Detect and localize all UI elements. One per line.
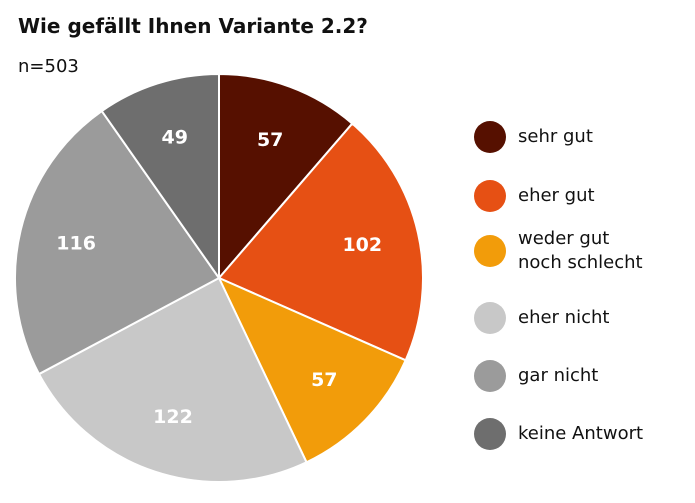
slice-label: 122 — [153, 406, 193, 428]
legend-label: weder gut noch schlecht — [518, 228, 643, 273]
slice-label: 102 — [342, 234, 382, 256]
slice-label: 49 — [162, 126, 188, 148]
legend-swatch — [474, 235, 506, 267]
pie-slice — [14, 109, 221, 376]
pie-slice — [100, 72, 220, 282]
legend-item: eher gut — [474, 180, 650, 212]
pie-slice — [216, 275, 407, 464]
legend-item: gar nicht — [474, 360, 650, 392]
legend-swatch — [474, 121, 506, 153]
legend-item: weder gut noch schlecht — [474, 227, 650, 275]
legend-label: sehr gut — [518, 126, 593, 147]
legend-item: sehr gut — [474, 121, 650, 153]
legend-swatch — [474, 180, 506, 212]
pie-slice — [217, 122, 424, 362]
pie-slice — [218, 72, 354, 281]
chart-subtitle: n=503 — [18, 56, 79, 77]
pie-slice — [37, 276, 308, 483]
legend-label: gar nicht — [518, 365, 599, 386]
legend-swatch — [474, 418, 506, 450]
legend-swatch — [474, 302, 506, 334]
legend-label: eher nicht — [518, 307, 610, 328]
slice-label: 57 — [257, 129, 283, 151]
chart-title: Wie gefällt Ihnen Variante 2.2? — [18, 14, 368, 38]
slice-label: 57 — [311, 369, 337, 391]
legend-item: keine Antwort — [474, 418, 650, 450]
slice-label: 116 — [56, 232, 96, 254]
legend-swatch — [474, 360, 506, 392]
legend-item: eher nicht — [474, 302, 650, 334]
legend-label: eher gut — [518, 185, 595, 206]
legend-label: keine Antwort — [518, 423, 644, 444]
